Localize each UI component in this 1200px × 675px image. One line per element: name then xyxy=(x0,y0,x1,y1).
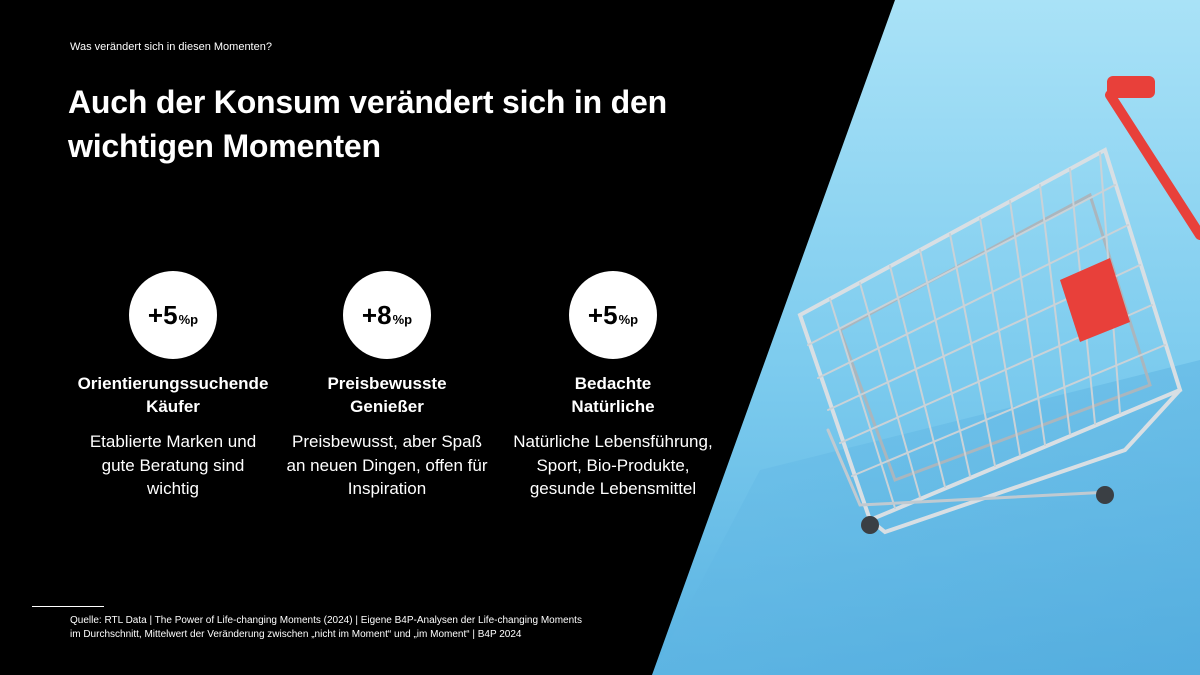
source-note-line: Quelle: RTL Data | The Power of Life-cha… xyxy=(70,615,582,626)
stat-unit: %p xyxy=(178,311,199,327)
segment-card: +5 %p Bedachte Natürliche Natürliche Lebe… xyxy=(498,271,728,501)
segment-description-line: an neuen Dingen, offen für xyxy=(286,455,488,475)
stat-badge: +8 %p xyxy=(343,271,431,359)
stat-badge: +5 %p xyxy=(129,271,217,359)
stat-badge: +5 %p xyxy=(569,271,657,359)
page-title: Auch der Konsum verändert sich in den wi… xyxy=(68,80,748,168)
eyebrow-text: Was verändert sich in diesen Momenten? xyxy=(70,41,272,53)
segment-name-line: Käufer xyxy=(146,397,200,416)
footer-divider xyxy=(32,606,104,607)
segment-name-line: Orientierungssuchende xyxy=(77,374,269,393)
segment-name: Orientierungssuchende Käufer xyxy=(58,372,288,418)
segment-name-line: Genießer xyxy=(350,397,424,416)
stat-unit: %p xyxy=(618,311,639,327)
segment-description-line: Etablierte Marken und xyxy=(89,432,257,451)
segment-name: Bedachte Natürliche xyxy=(498,372,728,418)
segment-description-line: gesunde Lebensmittel xyxy=(529,479,697,498)
segment-description: Preisbewusst, aber Spaß an neuen Dingen,… xyxy=(272,430,502,501)
source-note-line: im Durchschnitt, Mittelwert der Veränder… xyxy=(70,629,522,640)
segment-description-line: gute Beratung sind xyxy=(101,455,245,475)
segment-card: +5 %p Orientierungssuchende Käufer Etabli… xyxy=(58,271,288,501)
segment-description-line: Preisbewusst, aber Spaß xyxy=(292,432,482,451)
segment-description-line: Sport, Bio-Produkte, xyxy=(536,455,690,475)
segment-description-line: wichtig xyxy=(147,479,199,498)
segment-description-line: Natürliche Lebensführung, xyxy=(513,432,713,451)
source-note: Quelle: RTL Data | The Power of Life-cha… xyxy=(70,614,582,642)
segment-description-line: Inspiration xyxy=(347,479,427,498)
segment-description: Etablierte Marken und gute Beratung sind… xyxy=(58,430,288,501)
cart-icon xyxy=(797,76,1200,535)
segment-description: Natürliche Lebensführung, Sport, Bio-Pro… xyxy=(498,430,728,501)
segment-card: +8 %p Preisbewusste Genießer Preisbewusst… xyxy=(272,271,502,501)
segment-name-line: Bedachte xyxy=(574,374,652,393)
page-title-line: wichtigen Momenten xyxy=(68,128,381,164)
stat-value: +5 xyxy=(587,299,618,330)
segment-name: Preisbewusste Genießer xyxy=(272,372,502,418)
stat-unit: %p xyxy=(392,311,413,327)
segment-name-line: Natürliche xyxy=(571,397,655,416)
page-title-line: Auch der Konsum verändert sich in den xyxy=(68,84,667,120)
segment-name-line: Preisbewusste xyxy=(327,374,447,393)
stat-value: +8 xyxy=(361,299,392,330)
stat-value: +5 xyxy=(147,299,178,330)
